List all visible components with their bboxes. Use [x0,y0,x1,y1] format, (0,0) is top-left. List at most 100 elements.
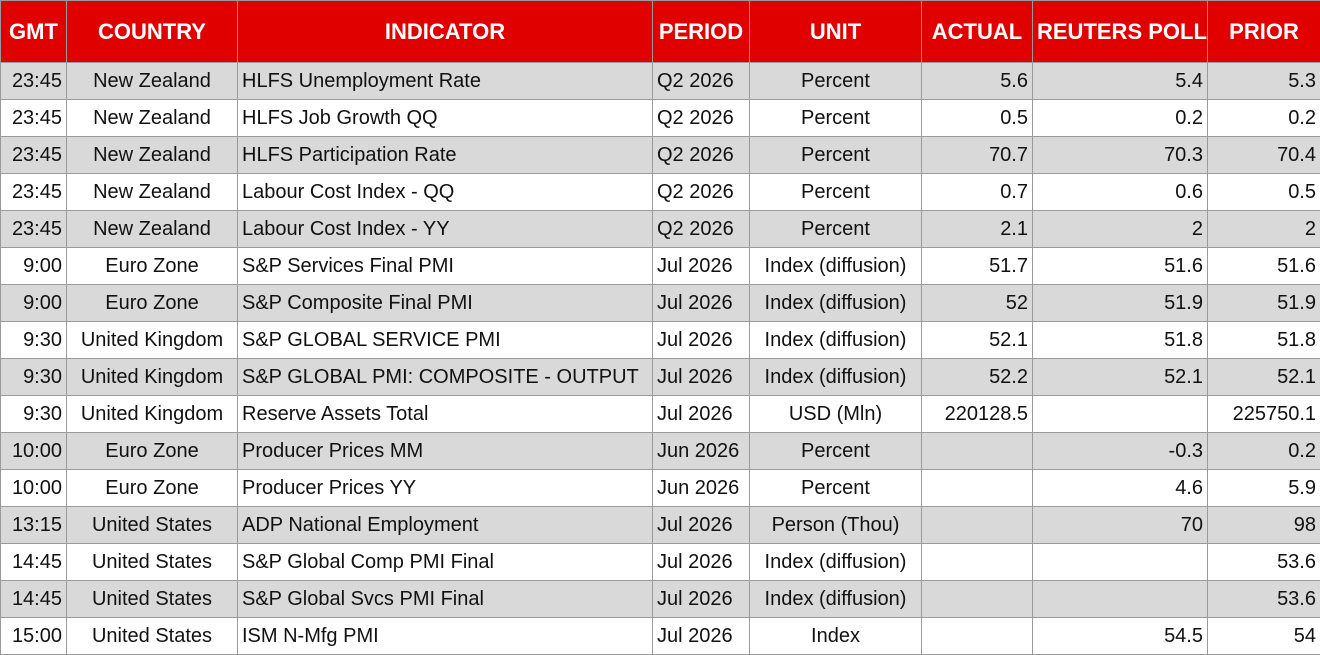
cell-actual: 5.6 [922,63,1033,100]
header-prior: PRIOR [1208,1,1320,63]
cell-unit: Index (diffusion) [750,359,922,396]
cell-unit: Index [750,618,922,655]
cell-gmt: 14:45 [1,544,67,581]
cell-gmt: 23:45 [1,137,67,174]
cell-actual: 51.7 [922,248,1033,285]
cell-reuters-poll: 54.5 [1033,618,1208,655]
cell-reuters-poll: 51.6 [1033,248,1208,285]
cell-unit: Index (diffusion) [750,544,922,581]
cell-country: United Kingdom [67,322,238,359]
cell-indicator: ISM N-Mfg PMI [238,618,653,655]
cell-prior: 0.2 [1208,433,1320,470]
cell-period: Jul 2026 [653,544,750,581]
cell-prior: 53.6 [1208,581,1320,618]
cell-period: Jul 2026 [653,507,750,544]
header-actual: ACTUAL [922,1,1033,63]
header-reuters-poll: REUTERS POLL [1033,1,1208,63]
cell-reuters-poll: 52.1 [1033,359,1208,396]
cell-gmt: 9:00 [1,248,67,285]
cell-indicator: S&P Global Comp PMI Final [238,544,653,581]
cell-prior: 225750.1 [1208,396,1320,433]
cell-actual: 2.1 [922,211,1033,248]
cell-country: Euro Zone [67,470,238,507]
cell-period: Jul 2026 [653,396,750,433]
cell-country: New Zealand [67,211,238,248]
cell-indicator: HLFS Job Growth QQ [238,100,653,137]
cell-reuters-poll: 0.6 [1033,174,1208,211]
cell-country: Euro Zone [67,433,238,470]
cell-period: Jul 2026 [653,359,750,396]
cell-indicator: S&P Composite Final PMI [238,285,653,322]
cell-period: Jul 2026 [653,248,750,285]
cell-actual [922,507,1033,544]
cell-unit: Percent [750,63,922,100]
header-period: PERIOD [653,1,750,63]
cell-country: United Kingdom [67,359,238,396]
cell-unit: Percent [750,174,922,211]
cell-unit: Percent [750,433,922,470]
cell-indicator: Labour Cost Index - YY [238,211,653,248]
cell-actual [922,433,1033,470]
cell-gmt: 23:45 [1,174,67,211]
cell-country: Euro Zone [67,248,238,285]
cell-period: Jul 2026 [653,581,750,618]
cell-gmt: 9:30 [1,396,67,433]
cell-prior: 5.9 [1208,470,1320,507]
cell-period: Q2 2026 [653,100,750,137]
cell-reuters-poll: 4.6 [1033,470,1208,507]
cell-actual: 0.5 [922,100,1033,137]
cell-gmt: 9:30 [1,322,67,359]
cell-gmt: 15:00 [1,618,67,655]
cell-gmt: 23:45 [1,100,67,137]
cell-actual: 220128.5 [922,396,1033,433]
cell-country: United States [67,618,238,655]
cell-country: United States [67,544,238,581]
cell-country: United States [67,507,238,544]
cell-prior: 5.3 [1208,63,1320,100]
cell-prior: 0.5 [1208,174,1320,211]
cell-reuters-poll: 70.3 [1033,137,1208,174]
header-country: COUNTRY [67,1,238,63]
cell-reuters-poll: -0.3 [1033,433,1208,470]
cell-gmt: 23:45 [1,211,67,248]
cell-prior: 70.4 [1208,137,1320,174]
cell-gmt: 23:45 [1,63,67,100]
cell-actual: 52.1 [922,322,1033,359]
cell-country: United Kingdom [67,396,238,433]
cell-indicator: ADP National Employment [238,507,653,544]
cell-actual: 52 [922,285,1033,322]
header-gmt: GMT [1,1,67,63]
cell-unit: Percent [750,137,922,174]
cell-actual [922,470,1033,507]
cell-unit: Index (diffusion) [750,248,922,285]
cell-prior: 51.9 [1208,285,1320,322]
cell-indicator: S&P Global Svcs PMI Final [238,581,653,618]
cell-actual [922,544,1033,581]
cell-country: New Zealand [67,174,238,211]
cell-period: Jun 2026 [653,433,750,470]
header-row: GMT COUNTRY INDICATOR PERIOD UNIT ACTUAL… [1,1,1320,63]
cell-reuters-poll [1033,544,1208,581]
cell-prior: 98 [1208,507,1320,544]
cell-gmt: 9:00 [1,285,67,322]
cell-actual [922,581,1033,618]
cell-indicator: Reserve Assets Total [238,396,653,433]
cell-period: Q2 2026 [653,174,750,211]
cell-indicator: Producer Prices YY [238,470,653,507]
cell-indicator: S&P GLOBAL SERVICE PMI [238,322,653,359]
cell-actual [922,618,1033,655]
cell-unit: Percent [750,211,922,248]
cell-unit: USD (Mln) [750,396,922,433]
cell-indicator: Labour Cost Index - QQ [238,174,653,211]
cell-actual: 52.2 [922,359,1033,396]
cell-country: New Zealand [67,100,238,137]
